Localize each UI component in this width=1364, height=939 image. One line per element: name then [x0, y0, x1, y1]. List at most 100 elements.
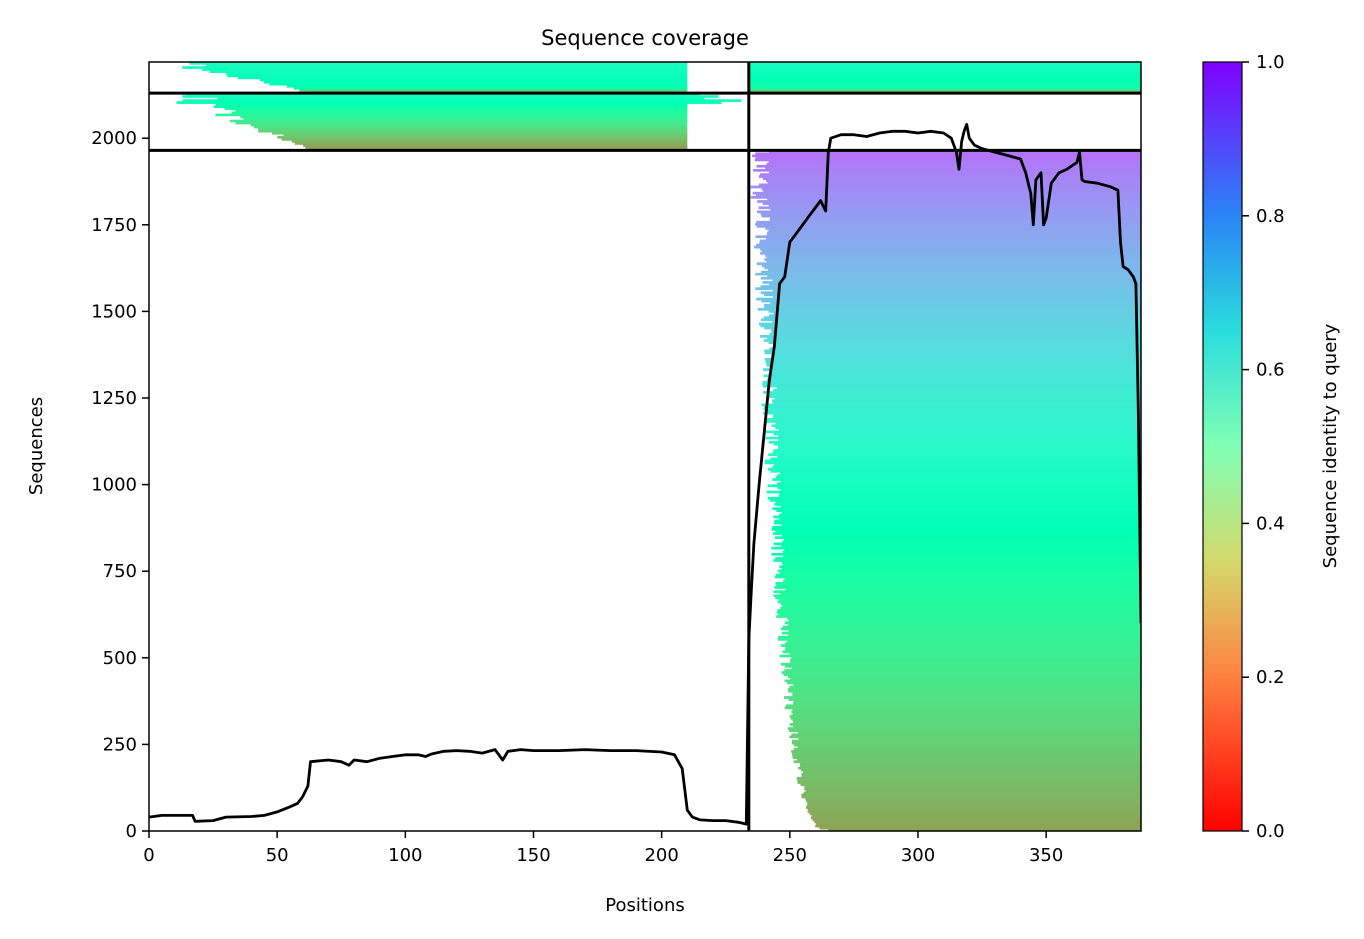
coverage-row: [800, 768, 1141, 772]
coverage-row: [792, 754, 1141, 757]
coverage-row: [777, 600, 1141, 604]
coverage-row: [775, 536, 1141, 539]
coverage-row: [780, 472, 1141, 475]
coverage-row: [759, 239, 1141, 243]
coverage-row: [770, 301, 1141, 305]
coverage-row: [294, 86, 688, 90]
coverage-row: [769, 347, 1141, 351]
coverage-row: [752, 154, 1141, 158]
coverage-row: [788, 689, 1141, 693]
coverage-row: [797, 781, 1141, 784]
coverage-row: [798, 766, 1141, 770]
coverage-row: [755, 156, 1141, 160]
coverage-row: [766, 362, 1141, 365]
coverage-row: [748, 80, 1141, 84]
coverage-row: [771, 546, 1141, 550]
coverage-row: [791, 741, 1141, 745]
coverage-row: [791, 656, 1141, 660]
coverage-row: [792, 739, 1141, 743]
coverage-row: [770, 216, 1141, 220]
coverage-row: [772, 507, 1141, 510]
coverage-row: [772, 320, 1141, 324]
coverage-row: [775, 501, 1141, 504]
coverage-row: [756, 164, 1141, 168]
coverage-heatmap: [176, 62, 1141, 831]
coverage-row: [754, 158, 1141, 162]
coverage-row: [781, 567, 1141, 571]
coverage-row: [789, 652, 1141, 656]
coverage-row: [807, 804, 1141, 807]
coverage-row: [748, 64, 1141, 67]
coverage-row: [748, 78, 1141, 82]
coverage-row: [250, 123, 688, 127]
coverage-row: [788, 687, 1141, 691]
coverage-row: [766, 337, 1141, 340]
coverage-row: [760, 252, 1141, 255]
coverage-row: [778, 428, 1141, 432]
coverage-row: [202, 68, 688, 71]
colorbar-tick-label: 1.0: [1256, 52, 1285, 73]
coverage-row: [807, 801, 1141, 805]
coverage-row: [761, 214, 1141, 218]
coverage-row: [791, 733, 1141, 737]
coverage-row: [771, 424, 1141, 427]
coverage-row: [764, 461, 1141, 465]
coverage-row: [773, 345, 1141, 349]
coverage-row: [773, 559, 1141, 562]
coverage-row: [811, 816, 1141, 820]
colorbar-label: Sequence identity to query: [1320, 323, 1341, 568]
coverage-row: [766, 409, 1141, 413]
coverage-row: [778, 494, 1141, 498]
coverage-row: [243, 117, 688, 121]
coverage-row: [784, 621, 1141, 625]
coverage-row: [760, 247, 1141, 251]
coverage-row: [769, 393, 1141, 396]
coverage-row: [800, 764, 1141, 768]
coverage-row: [773, 295, 1141, 299]
coverage-row: [213, 105, 688, 108]
coverage-row: [772, 289, 1141, 293]
coverage-row: [778, 438, 1141, 442]
coverage-row: [794, 743, 1141, 747]
coverage-row: [788, 623, 1141, 627]
coverage-row: [769, 171, 1141, 174]
coverage-row: [763, 384, 1141, 388]
coverage-row: [231, 111, 688, 115]
coverage-block: [748, 62, 1141, 94]
coverage-row: [828, 828, 1141, 831]
coverage-row: [766, 256, 1141, 259]
coverage-row: [785, 648, 1141, 652]
coverage-row: [780, 606, 1141, 610]
coverage-row: [237, 76, 688, 80]
coverage-row: [753, 169, 1141, 172]
coverage-row: [748, 74, 1141, 78]
coverage-row: [768, 314, 1141, 317]
coverage-row: [754, 245, 1141, 249]
coverage-row: [796, 777, 1141, 780]
coverage-row: [769, 376, 1141, 380]
coverage-row: [801, 793, 1141, 797]
coverage-row: [790, 658, 1141, 662]
coverage-row: [779, 517, 1141, 521]
coverage-row: [761, 270, 1141, 274]
coverage-line: [149, 123, 1141, 826]
coverage-row: [776, 482, 1141, 486]
coverage-row: [804, 787, 1141, 791]
coverage-row: [765, 436, 1141, 440]
coverage-row: [762, 281, 1141, 284]
coverage-row: [259, 78, 688, 82]
chart-title: Sequence coverage: [541, 26, 749, 50]
coverage-row: [760, 324, 1141, 328]
coverage-row: [780, 627, 1141, 631]
coverage-row: [781, 544, 1141, 548]
coverage-row: [764, 351, 1141, 355]
coverage-row: [804, 785, 1141, 788]
coverage-row: [787, 617, 1141, 620]
colorbar-tick-label: 0.8: [1256, 206, 1285, 227]
coverage-row: [769, 283, 1141, 286]
coverage-row: [303, 144, 688, 147]
coverage-row: [773, 590, 1141, 593]
y-axis-label: Sequences: [26, 397, 47, 495]
coverage-row: [761, 187, 1141, 191]
coverage-row: [780, 488, 1141, 492]
